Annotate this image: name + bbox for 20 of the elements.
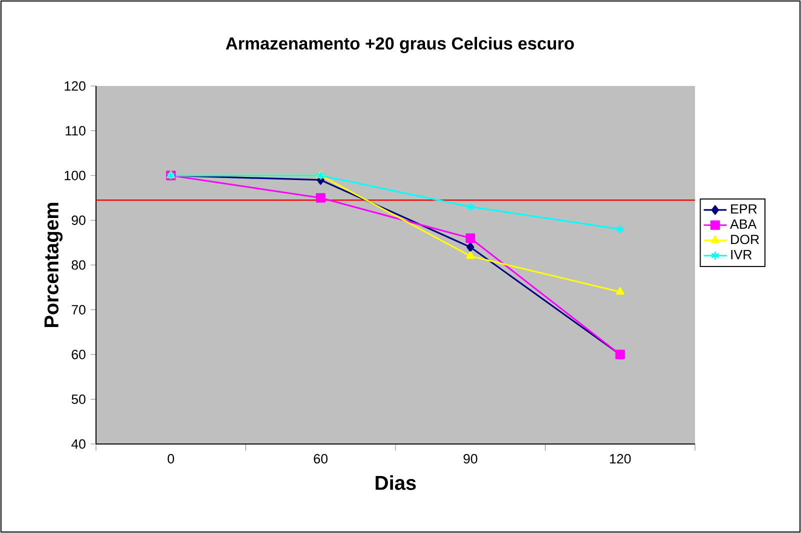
legend-label: EPR	[731, 204, 757, 214]
x-tick-label: 60	[314, 454, 328, 464]
y-tick-label: 80	[72, 260, 86, 270]
y-tick-label: 60	[72, 350, 86, 360]
x-tick-label: 120	[610, 454, 631, 464]
y-tick-label: 110	[66, 126, 86, 136]
y-tick-label: 50	[72, 394, 86, 404]
chart-title: Armazenamento +20 graus Celcius escuro	[226, 36, 574, 54]
x-tick-label: 0	[168, 454, 174, 464]
y-tick-label: 40	[71, 439, 86, 449]
y-tick-label: 120	[64, 81, 86, 91]
legend-label: IVR	[731, 250, 752, 260]
x-axis-title: Dias	[376, 475, 416, 490]
y-tick-label: 100	[64, 170, 86, 180]
y-axis-title: Porcentagem	[44, 202, 63, 328]
legend-label: DOR	[731, 234, 759, 244]
x-tick-label: 90	[464, 454, 478, 464]
y-tick-label: 90	[72, 216, 86, 225]
legend-label: ABA	[730, 220, 757, 229]
y-tick-label: 70	[72, 305, 86, 314]
